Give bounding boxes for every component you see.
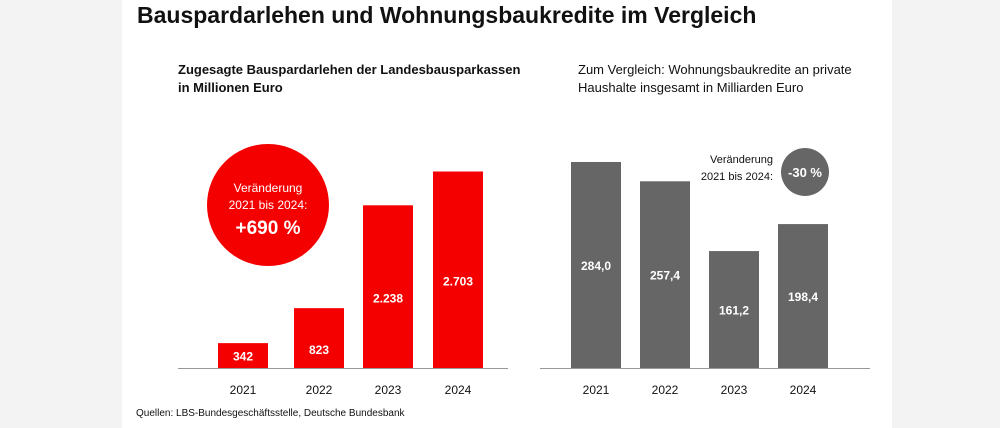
right-bar-2022 xyxy=(640,181,690,368)
left-bar-2024 xyxy=(433,171,483,368)
right-change-caption: Veränderung xyxy=(710,154,773,166)
right-chart-title: Zum Vergleich: Wohnungsbaukredite an pri… xyxy=(578,61,852,97)
right-category-label: 2022 xyxy=(652,383,679,397)
right-category-label: 2024 xyxy=(790,383,817,397)
right-category-label: 2023 xyxy=(721,383,748,397)
right-bar-value-label: 284,0 xyxy=(581,259,611,273)
left-change-caption: 2021 bis 2024: xyxy=(229,198,308,212)
right-bar-2023 xyxy=(709,251,759,368)
right-chart-title-line-2: Haushalte insgesamt in Milliarden Euro xyxy=(578,80,804,95)
left-bar-chart: 342 2021 823 2022 2.238 2023 2.703 2024 Veränder… xyxy=(178,144,508,397)
right-bar-2024 xyxy=(778,224,828,368)
left-bar-2021 xyxy=(218,343,268,368)
left-category-label: 2023 xyxy=(375,383,402,397)
left-category-label: 2021 xyxy=(230,383,257,397)
left-change-caption: Veränderung xyxy=(234,181,303,195)
right-change-value: -30 % xyxy=(788,165,822,180)
left-bar-2023 xyxy=(363,205,413,368)
right-category-label: 2021 xyxy=(583,383,610,397)
right-chart-title-line-1: Zum Vergleich: Wohnungsbaukredite an pri… xyxy=(578,62,852,77)
left-change-badge xyxy=(207,144,329,266)
right-bar-chart: 284,0 2021 257,4 2022 161,2 2023 198,4 2024 Verä… xyxy=(540,148,870,397)
right-change-badge xyxy=(781,148,829,196)
left-category-label: 2024 xyxy=(445,383,472,397)
right-change-caption: 2021 bis 2024: xyxy=(701,171,773,183)
left-chart-title: Zugesagte Bauspardarlehen der Landesbaus… xyxy=(178,61,520,97)
left-bar-2022 xyxy=(294,308,344,368)
left-change-value: +690 % xyxy=(236,218,301,239)
right-bar-value-label: 198,4 xyxy=(788,290,818,304)
right-bar-2021 xyxy=(571,161,621,368)
right-bar-value-label: 257,4 xyxy=(650,269,680,283)
right-bar-value-label: 161,2 xyxy=(719,304,749,318)
left-category-label: 2022 xyxy=(306,383,333,397)
main-title: Bauspardarlehen und Wohnungsbaukredite i… xyxy=(137,2,757,28)
source-footnote: Quellen: LBS-Bundesgeschäftsstelle, Deut… xyxy=(136,408,405,419)
left-bar-value-label: 342 xyxy=(233,350,253,364)
left-chart-title-line-2: in Millionen Euro xyxy=(178,80,283,95)
left-bar-value-label: 823 xyxy=(309,343,329,357)
left-bar-value-label: 2.703 xyxy=(443,275,473,289)
left-chart-title-line-1: Zugesagte Bauspardarlehen der Landesbaus… xyxy=(178,62,521,77)
left-bar-value-label: 2.238 xyxy=(373,292,403,306)
